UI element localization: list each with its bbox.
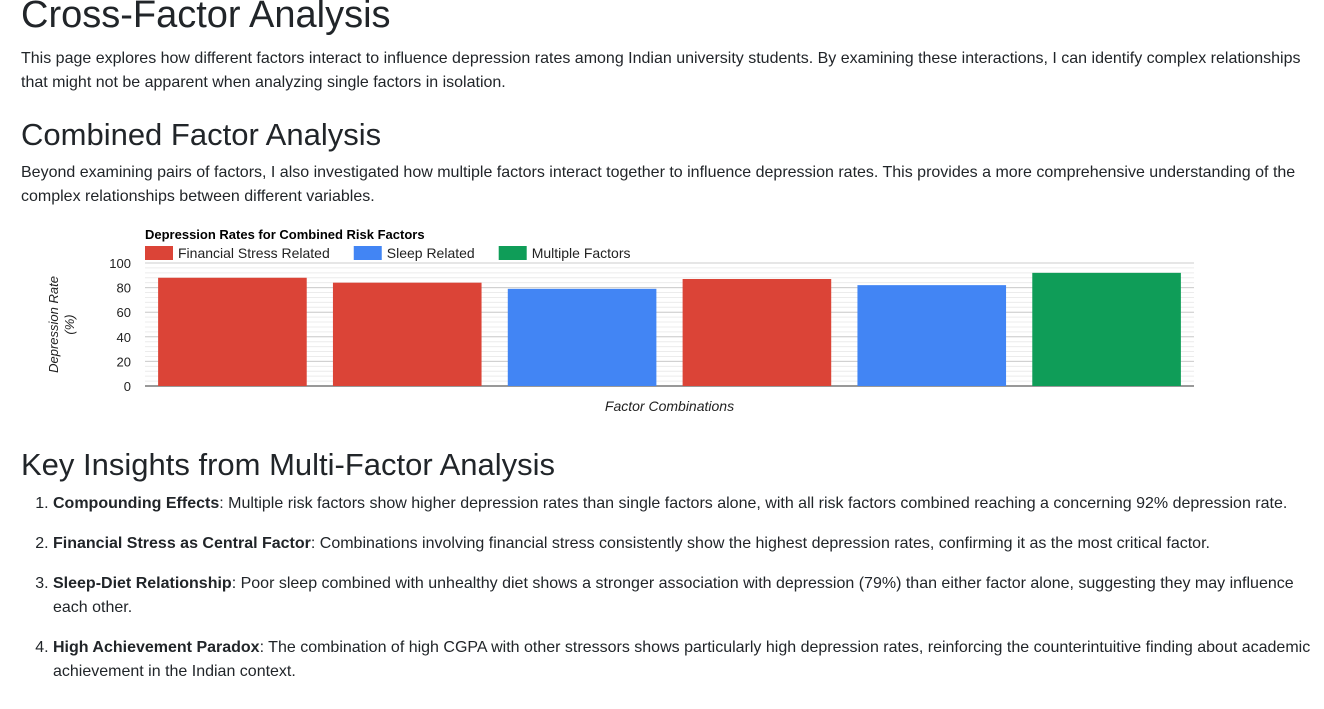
legend-swatch <box>353 246 382 260</box>
legend-label: Sleep Related <box>387 245 475 261</box>
bar <box>1032 272 1181 386</box>
y-tick-label: 0 <box>124 379 131 394</box>
insight-title: Compounding Effects <box>53 495 220 512</box>
legend-label: Multiple Factors <box>532 245 631 261</box>
combined-heading: Combined Factor Analysis <box>21 117 382 152</box>
insight-text: : Combinations involving financial stres… <box>310 535 1210 552</box>
page-title: Cross-Factor Analysis <box>21 0 391 36</box>
bar <box>682 278 832 386</box>
legend-label: Financial Stress Related <box>178 245 330 261</box>
insight-text: : The combination of high CGPA with othe… <box>53 639 1311 680</box>
bar <box>857 285 1007 386</box>
legend-swatch <box>145 246 173 260</box>
y-tick-label: 60 <box>117 305 131 320</box>
y-tick-label: 80 <box>117 281 131 296</box>
insights-list: Compounding Effects: Multiple risk facto… <box>21 492 1321 700</box>
y-tick-label: 20 <box>117 354 131 369</box>
x-axis-label: Factor Combinations <box>605 398 734 414</box>
legend-swatch <box>498 246 527 260</box>
insight-item: Financial Stress as Central Factor: Comb… <box>53 532 1321 556</box>
insight-item: Sleep-Diet Relationship: Poor sleep comb… <box>53 572 1321 620</box>
chart-title: Depression Rates for Combined Risk Facto… <box>145 227 425 242</box>
insights-heading: Key Insights from Multi-Factor Analysis <box>21 447 556 482</box>
depression-chart: 0 20 40 60 80 100 Depression Rates for Combine… <box>26 225 1206 420</box>
combined-description: Beyond examining pairs of factors, I als… <box>21 164 1296 205</box>
insight-item: High Achievement Paradox: The combinatio… <box>53 636 1321 684</box>
insight-item: Compounding Effects: Multiple risk facto… <box>53 492 1321 516</box>
intro-paragraph: This page explores how different factors… <box>21 50 1301 91</box>
y-tick-label: 100 <box>109 256 131 271</box>
insight-title: Financial Stress as Central Factor <box>53 535 311 552</box>
insight-text: : Multiple risk factors show higher depr… <box>219 495 1288 512</box>
y-axis-label: Depression Rate(%) <box>46 276 77 373</box>
insight-text: : Poor sleep combined with unhealthy die… <box>53 575 1294 616</box>
y-tick-label: 40 <box>117 330 131 345</box>
bar <box>158 277 307 386</box>
bar <box>332 282 482 386</box>
insight-title: High Achievement Paradox <box>53 639 260 656</box>
bar <box>507 288 657 386</box>
insight-title: Sleep-Diet Relationship <box>53 575 232 592</box>
chart-svg: 0 20 40 60 80 100 Depression Rates for Combine… <box>46 227 1194 414</box>
